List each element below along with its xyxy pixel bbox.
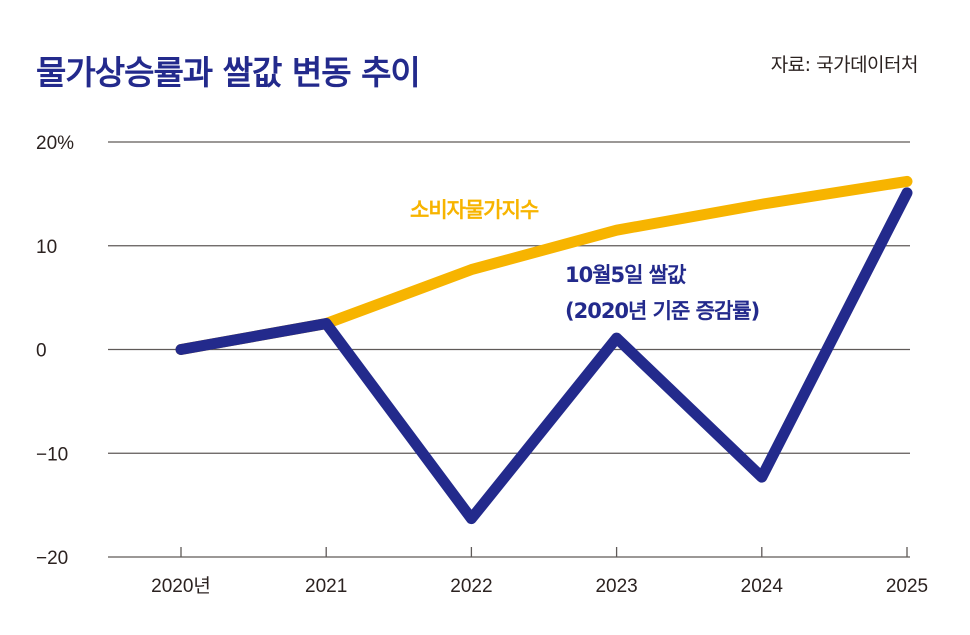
- source-label: 자료: 국가데이터처: [770, 54, 919, 76]
- y-axis-ticks: 20% 10 0 −10 −20: [36, 133, 74, 569]
- series-annotations: 소비자물가지수 10월5일 쌀값 (2020년 기준 증감률): [410, 198, 760, 323]
- y-tick-label: −10: [36, 444, 68, 465]
- series-lines: [175, 175, 913, 525]
- x-tick-label: 2021: [305, 576, 347, 597]
- x-axis: 2020년 2021 2022 2023 2024 2025: [151, 547, 928, 597]
- rice-price-label: (2020년 기준 증감률): [565, 299, 759, 323]
- rice-price-label: 10월5일 쌀값: [565, 263, 686, 287]
- x-tick-label: 2024: [741, 576, 784, 597]
- rice-price-line: [175, 187, 913, 525]
- y-tick-label: 0: [36, 341, 47, 362]
- cpi-label: 소비자물가지수: [410, 198, 539, 222]
- x-tick-label: 2025: [886, 576, 928, 597]
- y-tick-label: 10: [36, 237, 57, 258]
- y-tick-label: 20%: [36, 133, 74, 154]
- x-tick-label: 2020년: [151, 575, 211, 597]
- cpi-line: [175, 175, 913, 355]
- x-tick-label: 2022: [450, 576, 492, 597]
- y-tick-label: −20: [36, 548, 68, 569]
- x-tick-label: 2023: [595, 576, 637, 597]
- chart-title: 물가상승률과 쌀값 변동 추이: [36, 53, 421, 92]
